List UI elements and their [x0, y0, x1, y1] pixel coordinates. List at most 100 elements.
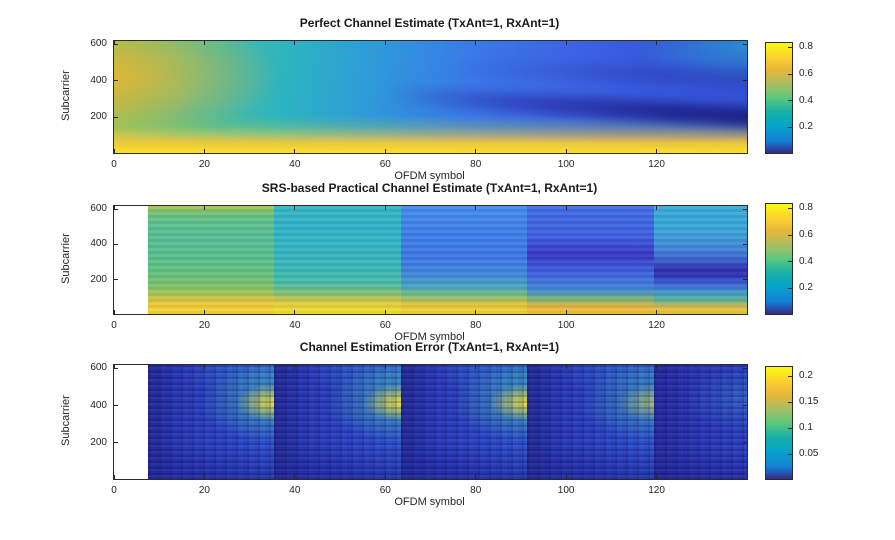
x-tick-label: 100: [557, 485, 575, 496]
colorbar-tick-mark: [788, 207, 792, 209]
x-axis-label: OFDM symbol: [394, 496, 465, 508]
x-tick-label: 120: [648, 485, 665, 496]
y-tick-label: 400: [90, 238, 107, 250]
colorbar-tick-label: 0.8: [799, 202, 813, 214]
x-tick-mark: [565, 206, 567, 210]
colorbar-tick-mark: [788, 126, 792, 128]
colorbar-tick-mark: [788, 453, 792, 455]
y-tick-mark: [743, 80, 747, 82]
y-tick-label: 400: [90, 74, 107, 86]
colorbar-tick-mark: [788, 427, 792, 429]
colorbar-tick-mark: [788, 287, 792, 289]
no-estimate-region: [114, 365, 148, 479]
x-tick-label: 80: [470, 159, 482, 170]
x-tick-mark: [565, 365, 567, 369]
y-tick-mark: [114, 43, 118, 45]
x-tick-mark: [203, 365, 205, 369]
x-tick-mark: [475, 149, 477, 153]
x-tick-label: 120: [648, 320, 665, 331]
x-tick-label: 0: [111, 320, 117, 331]
y-tick-label: 600: [90, 203, 107, 215]
x-tick-mark: [656, 310, 658, 314]
y-tick-mark: [743, 367, 747, 369]
x-tick-mark: [565, 41, 567, 45]
x-tick-mark: [565, 310, 567, 314]
fade-streak-lower: [379, 85, 747, 128]
error-block-2: [274, 365, 401, 479]
x-tick-label: 100: [557, 159, 575, 170]
x-tick-label: 40: [289, 320, 301, 331]
srs-block-2: [274, 206, 401, 314]
x-tick-mark: [384, 310, 386, 314]
x-tick-mark: [294, 206, 296, 210]
x-tick-label: 40: [289, 485, 301, 496]
subplot-srs-estimate: SRS-based Practical Channel Estimate (Tx…: [0, 181, 895, 349]
y-tick-mark: [743, 442, 747, 444]
heatmap-surface: [114, 206, 747, 314]
y-tick-label: 200: [90, 111, 107, 123]
error-block-5: [653, 365, 747, 479]
y-tick-mark: [743, 43, 747, 45]
x-tick-mark: [475, 475, 477, 479]
y-tick-mark: [743, 279, 747, 281]
colorbar-tick-label: 0.05: [799, 448, 819, 460]
y-tick-mark: [743, 405, 747, 407]
x-tick-mark: [294, 365, 296, 369]
x-tick-label: 60: [379, 159, 391, 170]
x-tick-mark: [203, 475, 205, 479]
colorbar-tick-label: 0.4: [799, 94, 813, 106]
y-tick-mark: [114, 116, 118, 118]
x-tick-mark: [656, 365, 658, 369]
error-block-1: [147, 365, 275, 479]
y-tick-mark: [114, 208, 118, 210]
colorbar-tick-mark: [788, 100, 792, 102]
y-tick-mark: [114, 442, 118, 444]
y-axis-label: Subcarrier: [60, 70, 72, 122]
heatmap-surface: [114, 41, 747, 153]
colorbar: [765, 203, 793, 315]
colorbar-tick-label: 0.6: [799, 68, 813, 79]
x-tick-mark: [113, 41, 115, 45]
x-tick-mark: [294, 310, 296, 314]
srs-block-5: [653, 206, 747, 314]
x-tick-mark: [294, 149, 296, 153]
x-tick-mark: [113, 475, 115, 479]
x-tick-label: 120: [648, 159, 665, 170]
colorbar-tick-mark: [788, 401, 792, 403]
y-axis-label: Subcarrier: [60, 395, 72, 447]
subplot-estimation-error: Channel Estimation Error (TxAnt=1, RxAnt…: [0, 340, 895, 524]
y-tick-mark: [114, 405, 118, 407]
x-tick-mark: [113, 310, 115, 314]
heatmap-srs-estimate: [113, 205, 748, 315]
x-tick-mark: [384, 149, 386, 153]
colorbar-tick-label: 0.6: [799, 229, 813, 240]
colorbar-tick-label: 0.8: [799, 41, 813, 53]
subplot-title: Channel Estimation Error (TxAnt=1, RxAnt…: [299, 340, 560, 354]
y-tick-mark: [114, 243, 118, 245]
x-axis-label: OFDM symbol: [394, 170, 465, 182]
y-tick-mark: [114, 80, 118, 82]
fade-streak-upper: [430, 59, 747, 85]
x-tick-label: 20: [198, 320, 210, 331]
x-tick-mark: [656, 206, 658, 210]
heatmap-surface: [114, 365, 747, 479]
x-tick-mark: [475, 41, 477, 45]
colorbar-tick-mark: [788, 46, 792, 48]
x-tick-mark: [565, 149, 567, 153]
colorbar-tick-label: 0.1: [799, 422, 813, 434]
y-axis-label: Subcarrier: [60, 233, 72, 285]
y-tick-label: 200: [90, 436, 107, 448]
x-tick-mark: [294, 41, 296, 45]
colorbar-tick-mark: [788, 73, 792, 75]
y-tick-label: 200: [90, 273, 107, 285]
x-tick-label: 40: [289, 159, 301, 170]
error-block-3: [400, 365, 528, 479]
x-tick-mark: [656, 41, 658, 45]
heatmap-perfect-channel: [113, 40, 748, 154]
subplot-title: SRS-based Practical Channel Estimate (Tx…: [261, 181, 598, 195]
colorbar-tick-mark: [788, 261, 792, 263]
x-tick-mark: [294, 475, 296, 479]
colorbar: [765, 366, 793, 480]
colorbar-tick-label: 0.2: [799, 370, 813, 382]
